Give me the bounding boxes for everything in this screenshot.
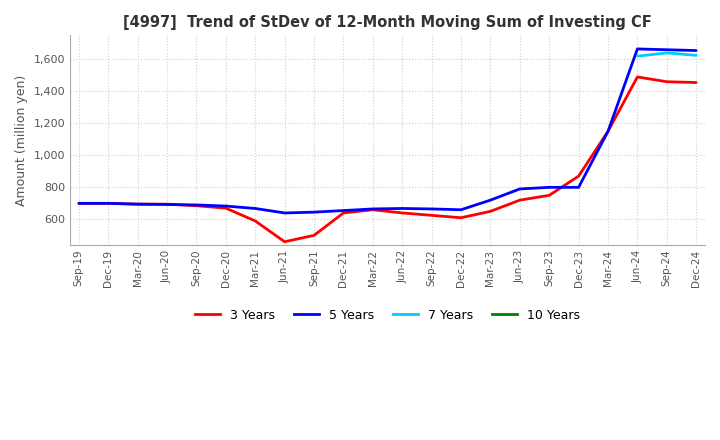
5 Years [369,206,377,212]
Title: [4997]  Trend of StDev of 12-Month Moving Sum of Investing CF: [4997] Trend of StDev of 12-Month Moving… [123,15,652,30]
3 Years [339,210,348,216]
3 Years [398,210,407,216]
5 Years [633,46,642,51]
7 Years [633,54,642,59]
3 Years [662,79,671,84]
3 Years [575,173,583,179]
5 Years [603,129,612,134]
7 Years [662,50,671,55]
3 Years [486,209,495,214]
Line: 5 Years: 5 Years [79,49,696,213]
5 Years [662,47,671,52]
3 Years [222,205,230,211]
3 Years [369,207,377,213]
3 Years [545,193,554,198]
3 Years [163,202,171,207]
3 Years [251,218,259,224]
3 Years [75,201,84,206]
5 Years [545,185,554,190]
5 Years [516,186,524,191]
3 Years [310,233,318,238]
3 Years [133,202,142,207]
5 Years [486,198,495,203]
5 Years [310,209,318,215]
5 Years [75,201,84,206]
3 Years [192,203,201,209]
5 Years [104,201,112,206]
7 Years [692,53,701,58]
5 Years [222,203,230,209]
3 Years [280,239,289,244]
5 Years [575,185,583,190]
3 Years [456,215,465,220]
3 Years [104,201,112,206]
5 Years [427,206,436,212]
3 Years [692,80,701,85]
5 Years [692,48,701,53]
3 Years [427,213,436,218]
3 Years [603,129,612,134]
Legend: 3 Years, 5 Years, 7 Years, 10 Years: 3 Years, 5 Years, 7 Years, 10 Years [190,304,585,327]
5 Years [163,202,171,207]
5 Years [192,202,201,208]
5 Years [398,206,407,211]
5 Years [133,202,142,207]
5 Years [251,206,259,211]
Line: 3 Years: 3 Years [79,77,696,242]
Line: 7 Years: 7 Years [637,53,696,56]
5 Years [456,207,465,213]
3 Years [516,198,524,203]
5 Years [339,208,348,213]
3 Years [633,74,642,80]
Y-axis label: Amount (million yen): Amount (million yen) [15,74,28,206]
5 Years [280,210,289,216]
